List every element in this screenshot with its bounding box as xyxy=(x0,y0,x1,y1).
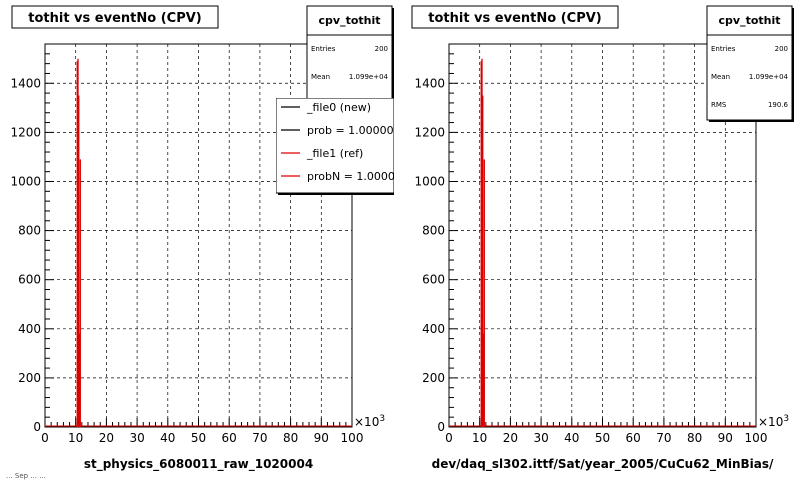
stats-label: Mean xyxy=(311,73,330,81)
x-axis-multiplier: ×103 xyxy=(354,414,385,429)
chart-title: tothit vs eventNo (CPV) xyxy=(428,11,601,26)
title-box xyxy=(11,5,219,29)
legend: _file0 (new) prob = 1.000000 _file1 (ref) p… xyxy=(276,98,409,195)
legend-label: _file1 (ref) xyxy=(306,147,363,160)
x-tick-label: 100 xyxy=(341,431,364,445)
chart-title: tothit vs eventNo (CPV) xyxy=(28,11,201,26)
y-tick-label: 200 xyxy=(18,371,41,385)
x-axis-multiplier: ×103 xyxy=(758,414,789,429)
x-tick-label: 90 xyxy=(718,431,733,445)
y-tick-label: 200 xyxy=(422,371,445,385)
x-tick-label: 30 xyxy=(129,431,144,445)
x-axis-label: st_physics_6080011_raw_1020004 xyxy=(84,457,313,472)
x-tick-label: 60 xyxy=(626,431,641,445)
y-tick-label: 400 xyxy=(422,322,445,336)
x-tick-label: 50 xyxy=(595,431,610,445)
legend-label: probN = 1.000000 xyxy=(307,170,409,183)
x-tick-label: 50 xyxy=(191,431,206,445)
x-tick-label: 0 xyxy=(445,431,453,445)
y-tick-label: 1400 xyxy=(414,76,445,90)
stats-value: 1.099e+04 xyxy=(349,73,389,81)
y-tick-label: 1200 xyxy=(414,125,445,139)
x-tick-label: 40 xyxy=(564,431,579,445)
x-tick-label: 60 xyxy=(222,431,237,445)
y-tick-label: 1200 xyxy=(10,125,41,139)
stats-name: cpv_tothit xyxy=(319,14,381,27)
x-tick-label: 40 xyxy=(160,431,175,445)
legend-label: _file0 (new) xyxy=(306,101,371,114)
x-tick-label: 90 xyxy=(314,431,329,445)
stats-label: Entries xyxy=(311,45,336,53)
x-tick-label: 0 xyxy=(41,431,49,445)
stats-box xyxy=(706,5,793,121)
legend-label: prob = 1.000000 xyxy=(307,124,401,137)
y-tick-label: 0 xyxy=(437,420,445,434)
stats-name: cpv_tothit xyxy=(719,14,781,27)
y-tick-label: 400 xyxy=(18,322,41,336)
stats-value: 200 xyxy=(375,45,388,53)
x-tick-label: 80 xyxy=(283,431,298,445)
left-pad: 0 10 20 30 40 50 60 70 80 90 100020040060080010001… xyxy=(10,5,409,472)
y-tick-label: 600 xyxy=(422,273,445,287)
footer-text: ... Sep ... ... xyxy=(6,472,46,480)
stats-value: 200 xyxy=(775,45,788,53)
x-tick-label: 100 xyxy=(745,431,768,445)
stats-value: 1.099e+04 xyxy=(749,73,789,81)
x-axis-label: dev/daq_sl302.ittf/Sat/year_2005/CuCu62_… xyxy=(432,457,774,472)
y-tick-label: 1000 xyxy=(10,174,41,188)
title-box xyxy=(411,5,619,29)
stats-value: 190.6 xyxy=(768,101,789,109)
x-tick-label: 70 xyxy=(656,431,671,445)
x-tick-label: 30 xyxy=(533,431,548,445)
y-tick-label: 0 xyxy=(33,420,41,434)
x-tick-label: 70 xyxy=(252,431,267,445)
x-tick-label: 80 xyxy=(687,431,702,445)
y-tick-label: 800 xyxy=(422,224,445,238)
stats-label: RMS xyxy=(711,101,727,109)
y-tick-label: 1000 xyxy=(414,174,445,188)
y-tick-label: 1400 xyxy=(10,76,41,90)
x-tick-label: 20 xyxy=(99,431,114,445)
legend-box xyxy=(276,98,394,194)
x-tick-label: 20 xyxy=(503,431,518,445)
stats-label: Entries xyxy=(711,45,736,53)
y-tick-label: 800 xyxy=(18,224,41,238)
stats-label: Mean xyxy=(711,73,730,81)
y-tick-label: 600 xyxy=(18,273,41,287)
right-pad: 0 10 20 30 40 50 60 70 80 90 100020040060080010001… xyxy=(411,5,794,472)
x-tick-label: 10 xyxy=(472,431,487,445)
x-tick-label: 10 xyxy=(68,431,83,445)
